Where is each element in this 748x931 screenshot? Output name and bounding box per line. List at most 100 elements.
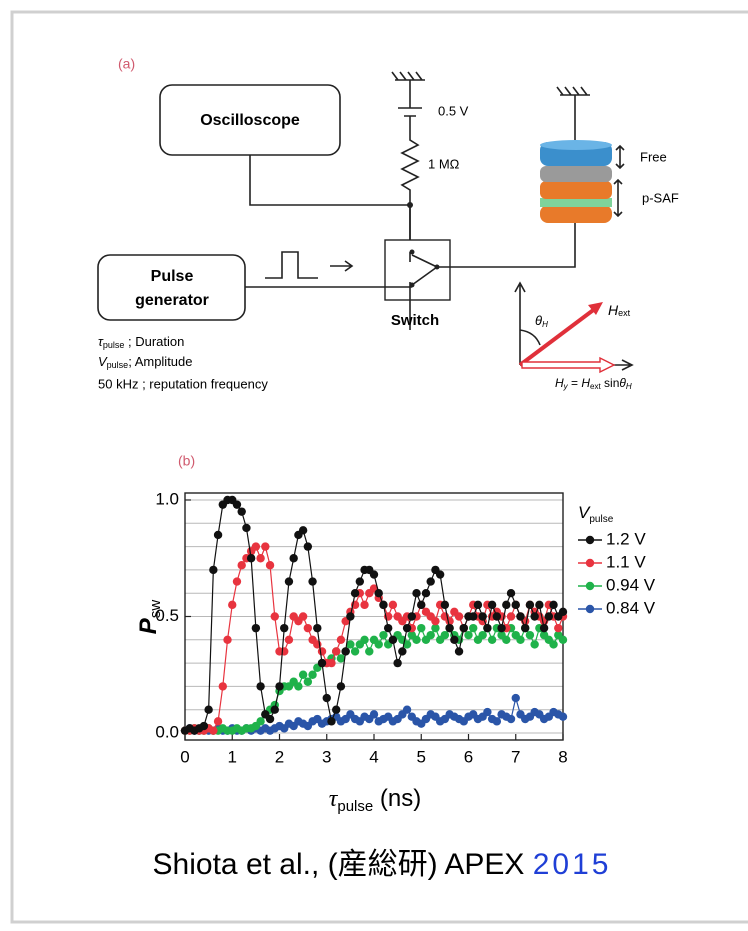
data-point [388,600,398,610]
data-point [275,682,284,691]
legend-label: 1.2 V [606,529,646,548]
pulse-generator-label: generator [135,292,209,309]
ground [556,86,590,140]
data-point [421,588,431,598]
unit: (ns) [373,785,421,812]
data-point [398,647,407,656]
symbol: τ [98,334,104,349]
data-point [204,705,213,714]
legend-title: Vpulse [578,503,614,524]
legend-marker [585,535,595,545]
h-y-label: Hy = Hext sinθH [555,376,632,391]
data-point [350,588,360,598]
data-point [530,640,539,649]
node [434,264,440,270]
data-point [209,565,218,575]
data-point [237,507,246,516]
data-point [469,623,478,633]
text: = [568,376,582,390]
data-point [558,607,568,617]
data-point [360,635,369,645]
x-tick-label: 5 [417,747,426,766]
h-ext-arrow [518,306,598,367]
symbol: θ [619,376,626,390]
data-point [332,705,341,714]
legend-label: 1.1 V [606,552,646,571]
data-point [417,623,426,633]
data-point [516,635,525,645]
frame [10,10,748,924]
symbol: θ [535,313,542,328]
data-point [402,705,412,714]
data-point [336,654,346,663]
data-point [280,623,289,633]
subscript: pulse [589,514,613,525]
data-point [303,677,313,686]
data-point [280,647,289,656]
subscript: sw [147,600,164,619]
subscript: ext [590,382,601,391]
data-point [402,640,412,649]
data-point [336,682,346,691]
text: ; Duration [124,334,184,349]
data-point [232,500,242,509]
data-point [350,647,360,656]
data-point [213,717,223,726]
data-point [412,635,421,645]
data-point [346,612,355,621]
data-point [355,577,365,586]
x-tick-label: 6 [464,747,473,766]
data-point [199,721,209,731]
data-point [393,658,402,668]
pulse-generator-box [97,254,246,321]
switch-box [384,239,451,301]
data-point [483,623,492,633]
battery-label: 0.5 V [438,103,469,118]
data-point [497,623,506,633]
data-point [412,588,421,598]
y-tick-label: 1.0 [155,489,179,508]
x-axis-label: τpulse (ns) [329,785,421,815]
data-point [502,600,511,610]
subscript: pulse [337,798,373,815]
panel-label: (b) [178,453,195,469]
data-point [516,612,525,621]
data-point [454,612,464,621]
text: ; Amplitude [128,354,192,369]
data-point [383,623,393,633]
pulse-shape [265,251,318,279]
symbol: H [581,376,590,390]
data-point [492,612,502,621]
data-point [525,630,535,640]
h-y-arrow [521,356,616,374]
wire [391,71,425,330]
data-point [336,635,346,645]
data-point [251,542,261,551]
subscript: H [626,382,632,391]
data-point [284,577,294,586]
y-tick-label: 0.5 [155,606,179,625]
data-point [270,705,279,714]
data-point [478,630,487,640]
wire [450,222,576,268]
data-point [270,612,279,621]
data-point [369,570,379,579]
data-point [469,612,478,621]
data-point [294,682,303,691]
data-point [237,561,246,570]
data-point [374,640,383,649]
data-point [426,577,435,586]
data-point [379,630,388,640]
data-point [332,647,341,656]
layer-marker [613,144,625,218]
free-label: Free [640,149,667,164]
frequency-label: 50 kHz ; reputation frequency [98,376,268,391]
data-point [303,542,313,551]
subscript: pulse [107,360,129,370]
data-point [459,623,468,633]
data-point [369,710,379,719]
data-point [544,612,554,621]
data-point [308,670,317,679]
data-point [506,588,516,598]
